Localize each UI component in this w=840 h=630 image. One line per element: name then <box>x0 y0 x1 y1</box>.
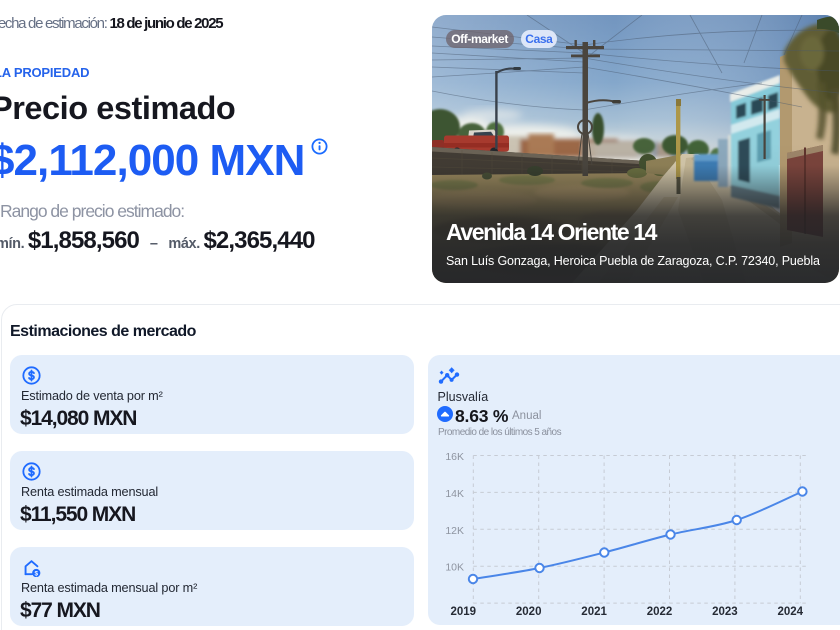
svg-text:16K: 16K <box>445 451 464 463</box>
svg-text:2023: 2023 <box>712 606 738 618</box>
svg-text:10K: 10K <box>445 562 464 574</box>
svg-text:2019: 2019 <box>451 606 477 618</box>
svg-text:$: $ <box>34 570 38 577</box>
svg-text:2022: 2022 <box>647 606 673 618</box>
svg-text:2024: 2024 <box>778 606 804 618</box>
svg-text:12K: 12K <box>445 525 464 537</box>
svg-text:2020: 2020 <box>516 606 542 618</box>
svg-text:14K: 14K <box>445 488 464 500</box>
svg-text:2021: 2021 <box>581 606 607 618</box>
